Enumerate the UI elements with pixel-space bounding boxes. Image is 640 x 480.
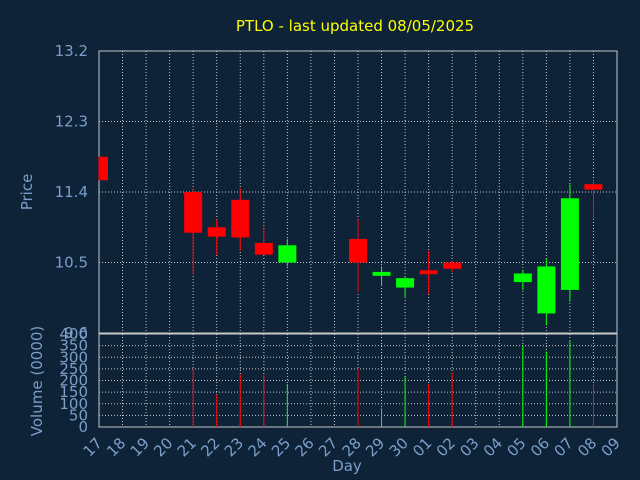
candle-body xyxy=(184,192,203,233)
x-tick-label: 22 xyxy=(197,434,223,460)
x-tick-label: 23 xyxy=(221,434,247,460)
volume-tick-label: 50 xyxy=(69,406,88,424)
candle-body xyxy=(584,184,603,190)
x-tick-label: 30 xyxy=(386,434,412,460)
price-tick-label: 12.3 xyxy=(55,113,88,131)
volume-tick-label: 250 xyxy=(59,360,88,378)
candle-body xyxy=(396,278,415,288)
candle-body xyxy=(254,242,273,255)
x-tick-label: 09 xyxy=(598,434,624,460)
x-tick-label: 17 xyxy=(80,434,106,460)
candle-body xyxy=(349,239,367,263)
x-tick-label: 02 xyxy=(433,434,459,460)
volume-tick-label: 100 xyxy=(59,395,88,413)
volume-tick-label: 200 xyxy=(59,372,88,390)
candle-body xyxy=(537,266,556,314)
x-tick-label: 01 xyxy=(409,434,435,460)
price-tick-label: 13.2 xyxy=(55,42,88,60)
x-tick-label: 07 xyxy=(551,434,577,460)
candle-body xyxy=(278,245,297,263)
x-tick-label: 06 xyxy=(527,434,553,460)
price-tick-label: 9.6 xyxy=(64,324,88,342)
volume-tick-label: 400 xyxy=(59,325,88,343)
x-tick-label: 26 xyxy=(292,434,318,460)
x-tick-label: 08 xyxy=(574,434,600,460)
volume-axis-label: Volume (0000) xyxy=(28,326,46,436)
x-tick-label: 19 xyxy=(127,434,153,460)
x-tick-label: 29 xyxy=(362,434,388,460)
candle-body xyxy=(99,156,108,181)
candle-body xyxy=(231,199,250,238)
candle-body xyxy=(207,227,226,237)
chart-title: PTLO - last updated 08/05/2025 xyxy=(236,17,474,35)
price-axis-label: Price xyxy=(18,174,36,211)
candle-body xyxy=(443,262,462,269)
x-tick-label: 25 xyxy=(268,434,294,460)
x-tick-label: 18 xyxy=(103,434,129,460)
price-tick-label: 11.4 xyxy=(55,183,88,201)
candle-body xyxy=(372,271,391,276)
volume-tick-label: 300 xyxy=(59,348,88,366)
x-tick-label: 03 xyxy=(456,434,482,460)
x-tick-label: 05 xyxy=(503,434,529,460)
price-tick-label: 10.5 xyxy=(55,254,88,272)
volume-tick-label: 0 xyxy=(78,418,88,436)
candle-body xyxy=(419,270,438,275)
x-axis-label: Day xyxy=(332,457,362,475)
candle-body xyxy=(560,198,579,290)
x-tick-label: 04 xyxy=(480,434,506,460)
candle-body xyxy=(513,273,532,283)
x-tick-label: 20 xyxy=(150,434,176,460)
volume-tick-label: 150 xyxy=(59,383,88,401)
volume-tick-label: 350 xyxy=(59,337,88,355)
x-tick-label: 21 xyxy=(174,434,200,460)
x-tick-label: 24 xyxy=(244,434,270,460)
